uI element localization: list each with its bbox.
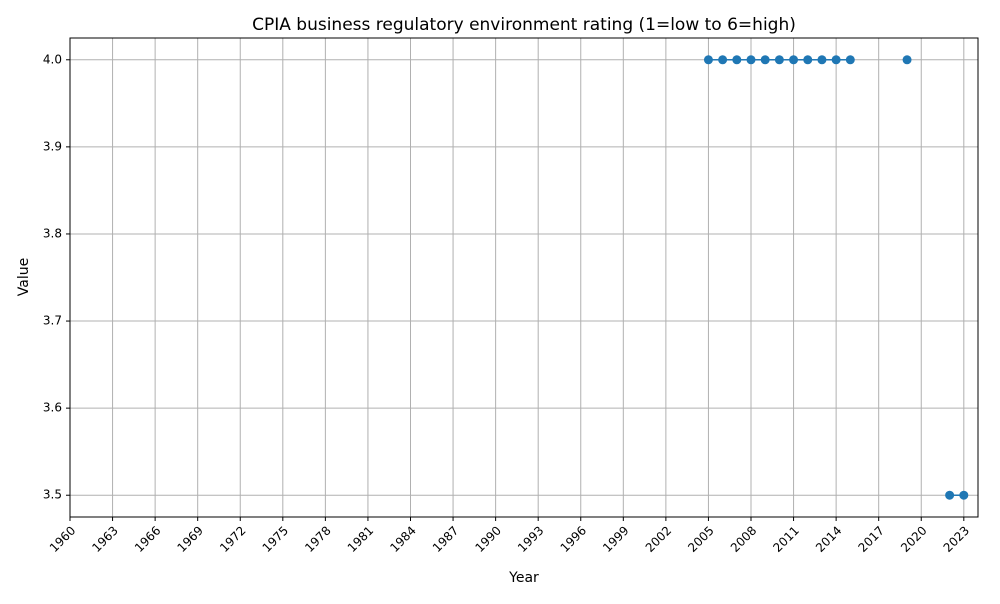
x-tick-label: 2014: [813, 523, 844, 554]
x-tick-label: 2005: [685, 523, 716, 554]
y-tick-label: 3.8: [43, 226, 62, 240]
x-tick-label: 1990: [472, 523, 503, 554]
data-point: [774, 55, 784, 65]
data-point: [845, 55, 855, 65]
x-tick-label: 2023: [941, 523, 972, 554]
data-point: [760, 55, 770, 65]
series-layer: [703, 55, 969, 500]
x-tick-label: 1960: [47, 523, 78, 554]
data-point: [703, 55, 713, 65]
y-axis-label: Value: [16, 258, 32, 296]
y-tick-label: 3.7: [43, 314, 62, 328]
x-tick-label: 1996: [558, 523, 589, 554]
x-tick-label: 1993: [515, 523, 546, 554]
data-point: [817, 55, 827, 65]
data-point: [789, 55, 799, 65]
x-tick-label: 1978: [302, 523, 333, 554]
x-axis-ticks: 1960 1963 1966 1969 1972 1975 1978 1981 1984 1987…: [47, 517, 972, 555]
x-tick-label: 2002: [643, 523, 674, 554]
x-tick-label: 2017: [856, 523, 887, 554]
y-tick-label: 3.9: [43, 139, 62, 153]
y-axis-ticks: 3.5 3.6 3.7 3.8 3.9 4.0: [43, 52, 70, 502]
x-axis-label: Year: [508, 570, 539, 586]
chart-title: CPIA business regulatory environment rat…: [252, 15, 796, 35]
data-point: [945, 490, 955, 500]
x-tick-label: 1966: [132, 523, 163, 554]
data-point: [959, 490, 969, 500]
data-point: [732, 55, 742, 65]
data-point: [803, 55, 813, 65]
x-tick-label: 1972: [217, 523, 248, 554]
x-tick-label: 1984: [387, 523, 418, 554]
data-point: [746, 55, 756, 65]
x-tick-label: 1987: [430, 523, 461, 554]
x-tick-label: 2011: [770, 523, 801, 554]
y-tick-label: 4.0: [43, 52, 62, 66]
x-tick-label: 1975: [260, 523, 291, 554]
data-point: [718, 55, 728, 65]
plot-frame: [69, 37, 979, 518]
data-point: [831, 55, 841, 65]
x-tick-label: 1999: [600, 523, 631, 554]
grid: [69, 38, 978, 517]
x-tick-label: 2020: [898, 523, 929, 554]
x-tick-label: 1963: [89, 523, 120, 554]
data-point: [902, 55, 912, 65]
y-tick-label: 3.5: [43, 488, 62, 502]
y-tick-label: 3.6: [43, 401, 62, 415]
x-tick-label: 1981: [345, 523, 376, 554]
x-tick-label: 2008: [728, 523, 759, 554]
x-tick-label: 1969: [175, 523, 206, 554]
